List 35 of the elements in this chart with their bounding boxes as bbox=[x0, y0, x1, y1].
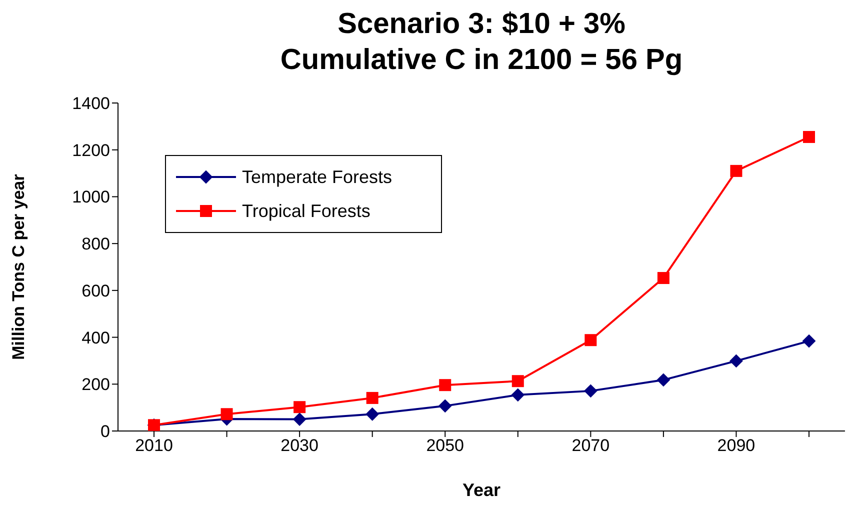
point bbox=[730, 164, 742, 177]
y-tick-label: 1200 bbox=[72, 140, 110, 160]
y-tick-label: 1400 bbox=[72, 94, 110, 114]
point bbox=[511, 388, 524, 402]
point bbox=[293, 412, 306, 426]
y-tick-label: 600 bbox=[82, 281, 110, 300]
y-tick-label: 200 bbox=[82, 375, 110, 394]
y-axis-title: Million Tons C per year bbox=[9, 174, 28, 360]
y-tick-label: 800 bbox=[82, 234, 110, 254]
point bbox=[803, 130, 815, 143]
point bbox=[584, 334, 597, 346]
point bbox=[657, 272, 670, 284]
point bbox=[512, 375, 524, 388]
x-tick-label: 2010 bbox=[135, 436, 173, 456]
legend-label: Temperate Forests bbox=[242, 166, 392, 188]
x-axis-title: Year bbox=[462, 480, 501, 500]
x-tick-label: 2090 bbox=[717, 436, 756, 456]
point bbox=[294, 401, 306, 414]
point bbox=[438, 399, 452, 412]
y-tick-label: 400 bbox=[82, 328, 110, 348]
y-tick-label: 0 bbox=[100, 422, 110, 442]
chart-title: Scenario 3: $10 + 3% Cumulative C in 2100 = 56 Pg bbox=[279, 7, 684, 78]
point bbox=[220, 408, 233, 420]
point bbox=[584, 384, 598, 398]
y-tick-label: 1000 bbox=[72, 188, 110, 207]
point bbox=[439, 379, 452, 392]
point bbox=[366, 408, 379, 421]
x-tick-label: 2070 bbox=[572, 436, 610, 456]
point bbox=[656, 373, 670, 386]
point bbox=[730, 354, 743, 368]
point bbox=[802, 334, 816, 348]
x-tick-label: 2030 bbox=[280, 436, 318, 456]
x-tick-label: 2050 bbox=[426, 436, 464, 456]
legend-label: Tropical Forests bbox=[242, 200, 370, 222]
point bbox=[366, 392, 378, 404]
